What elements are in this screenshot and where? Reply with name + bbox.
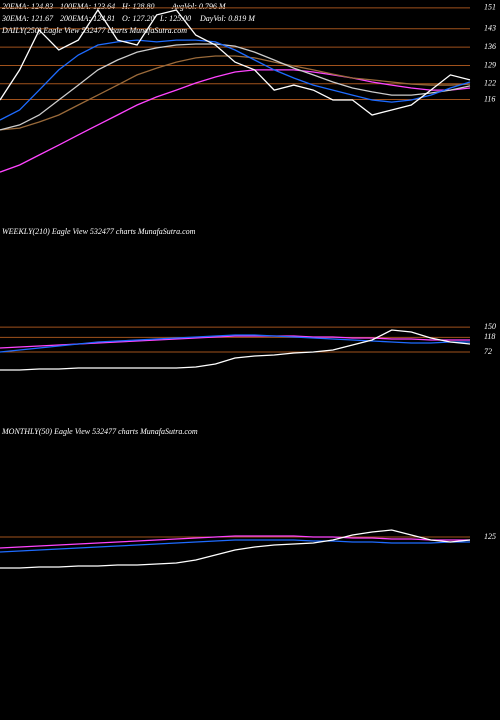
y-tick-label: 136	[484, 42, 496, 51]
header-text: 20EMA: 124.83	[2, 2, 53, 11]
price-line	[0, 329, 471, 371]
price-line	[0, 43, 471, 131]
y-tick-label: 116	[484, 94, 495, 103]
y-tick-label: 129	[484, 60, 496, 69]
y-tick-label: 125	[484, 532, 496, 541]
y-tick-label: 122	[484, 79, 496, 88]
price-line	[0, 69, 471, 173]
price-line	[0, 535, 470, 549]
header-text: H: 128.80	[121, 2, 154, 11]
y-tick-label: 118	[484, 332, 495, 341]
header-text: AvgVol: 0.796 M	[171, 2, 227, 11]
y-tick-label: 72	[484, 347, 492, 356]
header-text: O: 127.20	[122, 14, 154, 23]
header-text: 30EMA: 121.67	[1, 14, 54, 23]
price-line	[0, 334, 470, 353]
price-line	[0, 55, 471, 131]
chart-title: MONTHLY(50) Eagle View 532477 charts Mun…	[1, 427, 198, 436]
price-line	[0, 539, 470, 553]
y-tick-label: 150	[484, 322, 496, 331]
y-tick-label: 143	[484, 24, 496, 33]
header-text: 100EMA: 123.64	[60, 2, 115, 11]
price-line	[0, 8, 471, 116]
header-text: L: 125.00	[159, 14, 191, 23]
price-line	[0, 39, 471, 121]
price-line	[0, 529, 471, 569]
y-tick-label: 151	[484, 3, 496, 12]
chart-title: WEEKLY(210) Eagle View 532477 charts Mun…	[2, 227, 196, 236]
chart-title: DAILY(250) Eagle View 532477 charts Muna…	[1, 26, 187, 35]
header-text: 200EMA: 124.81	[60, 14, 115, 23]
header-text: DayVol: 0.819 M	[199, 14, 256, 23]
